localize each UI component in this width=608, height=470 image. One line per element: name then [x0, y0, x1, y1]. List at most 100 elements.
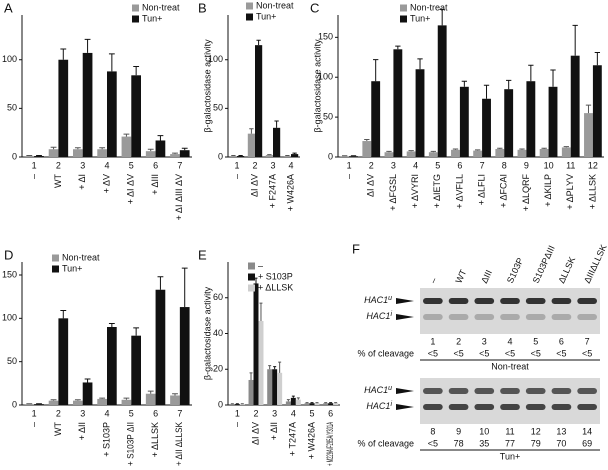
bar [255, 45, 263, 158]
error-bar [329, 402, 333, 404]
cleavage-value: 70 [556, 438, 566, 448]
lane-number: 6 [328, 408, 333, 418]
y-tick-label: 0 [218, 151, 223, 161]
lane-number: 2 [456, 336, 461, 346]
bar [504, 89, 514, 157]
error-bar [256, 39, 261, 46]
x-tick-label: + S103P [101, 422, 111, 457]
bar [73, 149, 83, 157]
band-unspliced [448, 298, 469, 304]
x-tick-label: – [29, 422, 39, 427]
lane-number: 5 [129, 160, 134, 170]
x-tick-label: ΔI ΔV [249, 174, 259, 197]
y-tick-label: 150 [318, 32, 333, 42]
error-bar [268, 365, 272, 370]
x-tick-label: + ΔI [77, 174, 87, 190]
x-tick-label: + ΔI ΔV [126, 174, 136, 204]
bar [179, 307, 190, 405]
band-name: HAC1 [366, 311, 390, 321]
y-tick-label: 50 [7, 103, 17, 113]
lane-number: 10 [479, 426, 489, 436]
band-spliced [500, 314, 520, 320]
bar [277, 372, 283, 405]
error-bar [461, 80, 468, 87]
band-spliced [551, 314, 572, 320]
legend-swatch [246, 2, 253, 10]
error-bar [291, 395, 295, 398]
error-bar [274, 120, 279, 128]
bar [97, 149, 107, 157]
error-bar [386, 150, 392, 153]
error-bar [585, 104, 592, 114]
error-bar [108, 323, 115, 327]
error-bar [147, 148, 154, 152]
bar [283, 156, 291, 157]
panel-letter: C [310, 0, 319, 15]
lane-number: 6 [153, 408, 158, 418]
legend-label: Tun+ [256, 11, 276, 21]
lane-number: 3 [80, 160, 85, 170]
cleavage-label: % of cleavage [357, 348, 414, 358]
bar [290, 397, 296, 405]
band-spliced [448, 314, 469, 320]
lane-number: 12 [588, 160, 598, 170]
band-unspliced [474, 388, 495, 394]
x-tick-label: ΔI ΔV [366, 174, 376, 197]
error-bar [296, 397, 300, 400]
band-unspliced [525, 388, 546, 394]
bar [155, 289, 166, 405]
y-tick-label: 0 [12, 151, 17, 161]
bar [247, 133, 255, 157]
band-unspliced [423, 298, 443, 304]
cleavage-value: 77 [505, 438, 515, 448]
error-bar [417, 58, 423, 70]
x-tick-label: – [343, 174, 353, 179]
band-spliced [551, 404, 572, 410]
bar [548, 86, 558, 157]
cleavage-value: 69 [582, 438, 592, 448]
error-bar [181, 147, 188, 151]
bar [237, 156, 245, 157]
lane-number: 13 [556, 426, 566, 436]
bar [371, 81, 381, 157]
band-spliced [525, 314, 546, 320]
band-label: HAC1u [364, 295, 392, 306]
bar [170, 395, 180, 405]
condition-label: Non-treat [491, 361, 529, 371]
error-bar [278, 361, 282, 373]
band-spliced [423, 314, 443, 320]
x-tick-label: + ΔFGSL [388, 174, 398, 211]
error-bar [259, 302, 263, 321]
bar [393, 49, 403, 157]
legend-swatch [248, 273, 255, 281]
error-bar [172, 152, 178, 155]
lane-number: 2 [252, 160, 257, 170]
y-tick-label: 20 [213, 364, 223, 374]
lane-number: 6 [457, 160, 462, 170]
lane-label: – [428, 276, 439, 285]
x-tick-label: – [231, 174, 241, 179]
lane-number: 7 [177, 408, 182, 418]
lane-number: 6 [559, 336, 564, 346]
error-bar [157, 135, 164, 141]
bar [58, 59, 69, 157]
bar [482, 98, 491, 157]
lane-number: 10 [544, 160, 554, 170]
bar [295, 399, 301, 405]
lane-label: S103PΔIII [531, 244, 557, 285]
lane-number: 14 [582, 426, 592, 436]
x-tick-label: + W426A [285, 174, 295, 211]
error-bar [324, 402, 328, 404]
error-bar [254, 277, 258, 284]
error-bar [60, 310, 67, 319]
band-name: HAC1 [364, 295, 388, 305]
error-bar [474, 149, 481, 151]
bar [323, 403, 329, 405]
error-bar [108, 53, 115, 72]
bar [304, 403, 310, 405]
legend-label: + S103P [258, 271, 293, 281]
bar [517, 149, 527, 157]
y-tick-label: 100 [208, 54, 223, 64]
band-name: HAC1 [366, 401, 390, 411]
lane-number: 3 [482, 336, 487, 346]
